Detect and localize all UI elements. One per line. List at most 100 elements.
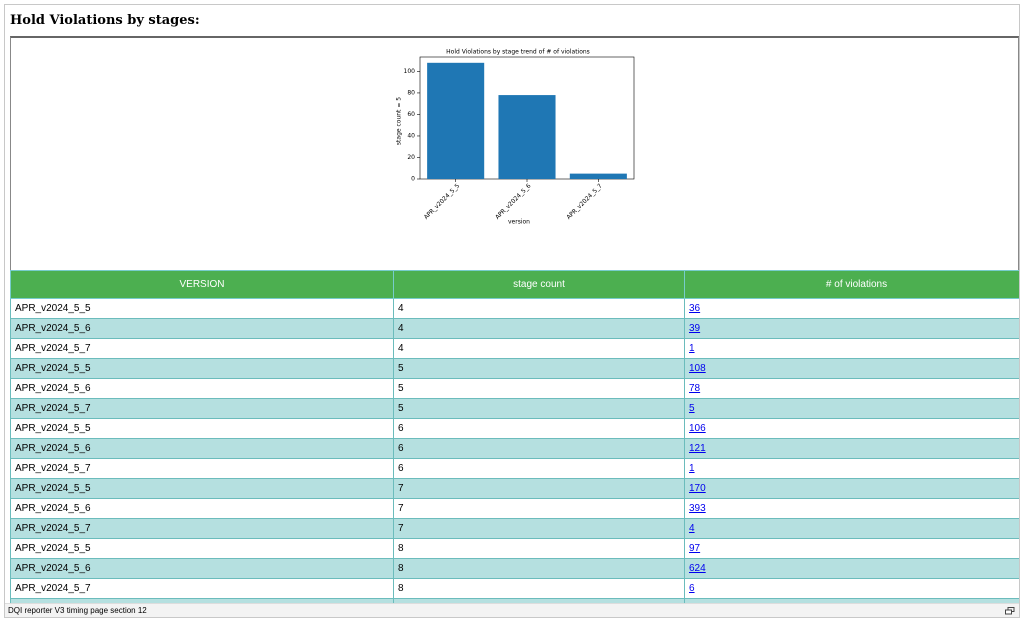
column-header: VERSION	[10, 270, 394, 299]
table-cell: 97	[684, 538, 1019, 559]
table-cell: 106	[684, 418, 1019, 439]
chart-title: Hold Violations by stage trend of # of v…	[446, 49, 590, 56]
table: VERSION stage count # of violations APR_v20…	[10, 270, 1019, 603]
section-title: Hold Violations by stages:	[10, 13, 200, 28]
table-row: APR_v2024_5_7 8 6	[10, 578, 1019, 599]
table-cell: 1	[684, 338, 1019, 359]
violation-link[interactable]: 393	[689, 503, 706, 514]
violation-link[interactable]: 39	[689, 323, 701, 334]
violation-link[interactable]: 624	[689, 563, 706, 574]
table-cell: APR_v2024_5_5	[10, 418, 394, 439]
table-row: APR_v2024_5_6 8 624	[10, 558, 1019, 579]
table-cell: 78	[684, 378, 1019, 399]
y-tick-label: 40	[407, 132, 415, 139]
table-row: APR_v2024_5_7 6 1	[10, 458, 1019, 479]
column-header: # of violations	[684, 270, 1019, 299]
table-row: APR_v2024_5_6 5 78	[10, 378, 1019, 399]
table-row: APR_v2024_5_6 7 393	[10, 498, 1019, 519]
table-cell: 170	[684, 478, 1019, 499]
table-cell: APR_v2024_5_6	[10, 498, 394, 519]
y-tick-label: 20	[407, 154, 415, 161]
header-row: VERSION stage count # of violations	[10, 270, 1019, 299]
chart-box: Hold Violations by stage trend of # of v…	[10, 36, 1019, 272]
violation-link[interactable]: 97	[689, 543, 701, 554]
table-cell: 8	[393, 578, 685, 599]
bar	[498, 95, 556, 179]
table-row: APR_v2024_5_5 8 97	[10, 538, 1019, 559]
x-axis-label: version	[508, 219, 530, 226]
violation-link[interactable]: 108	[689, 363, 706, 374]
table-cell: APR_v2024_5_6	[10, 438, 394, 459]
table-row: APR_v2024_5_5 7 170	[10, 478, 1019, 499]
violation-link[interactable]: 1	[689, 463, 695, 474]
table-cell: 1	[684, 458, 1019, 479]
table-container: VERSION stage count # of violations APR_v20…	[10, 270, 1019, 603]
table-cell: 39	[684, 318, 1019, 339]
footer-text: DQI reporter V3 timing page section 12	[8, 606, 147, 615]
violation-link[interactable]: 6	[689, 583, 695, 594]
y-tick-label: 0	[411, 176, 415, 183]
violation-link[interactable]: 4	[689, 523, 695, 534]
table-row: APR_v2024_5_5 6 106	[10, 418, 1019, 439]
violation-link[interactable]: 106	[689, 423, 706, 434]
table-cell: APR_v2024_5_7	[10, 518, 394, 539]
table-cell: APR_v2024_5_5	[10, 478, 394, 499]
table-cell: APR_v2024_5_5	[10, 538, 394, 559]
table-row: APR_v2024_5_7 4 1	[10, 338, 1019, 359]
x-tick-label: APR_v2024_5_5	[423, 182, 462, 221]
table-cell: APR_v2024_5_7	[10, 458, 394, 479]
violation-link[interactable]: 5	[689, 403, 695, 414]
table-cell: 4	[393, 298, 685, 319]
violation-link[interactable]: 121	[689, 443, 706, 454]
table-cell: 6	[393, 458, 685, 479]
violation-link[interactable]: 78	[689, 383, 701, 394]
table-cell: APR_v2024_5_7	[10, 398, 394, 419]
table-cell: 6	[684, 578, 1019, 599]
table-cell: 119	[684, 598, 1019, 603]
table-cell: 8	[393, 558, 685, 579]
y-axis-label: stage count = 5	[396, 97, 403, 145]
bar	[569, 173, 627, 179]
table-cell: 4	[684, 518, 1019, 539]
table-cell: APR_v2024_5_6	[10, 558, 394, 579]
table-cell: APR_v2024_5_7	[10, 578, 394, 599]
table-cell: 121	[684, 438, 1019, 459]
table-cell: APR_v2024_5_6	[10, 378, 394, 399]
violation-link[interactable]: 36	[689, 303, 701, 314]
table-cell: 6	[393, 438, 685, 459]
table-row: APR_v2024_5_6 4 39	[10, 318, 1019, 339]
table-cell: 624	[684, 558, 1019, 579]
table-cell: 6	[393, 418, 685, 439]
table-cell: 5	[393, 358, 685, 379]
x-tick-label: APR_v2024_5_7	[565, 182, 604, 221]
table-cell: APR_v2024_5_6	[10, 318, 394, 339]
violation-link[interactable]: 1	[689, 343, 695, 354]
table-cell: 393	[684, 498, 1019, 519]
table-cell: 7	[393, 518, 685, 539]
table-cell: APR_v2024_5_5	[10, 298, 394, 319]
table-cell: 108	[684, 358, 1019, 379]
y-tick-label: 80	[407, 89, 415, 96]
table-row: APR_v2024_5_59119	[10, 598, 1019, 603]
table-row: APR_v2024_5_7 5 5	[10, 398, 1019, 419]
table-cell: 36	[684, 298, 1019, 319]
page: Hold Violations by stages: Hold Violatio…	[4, 4, 1020, 618]
violation-link[interactable]: 170	[689, 483, 706, 494]
table-cell: 5	[684, 398, 1019, 419]
table-cell: 7	[393, 498, 685, 519]
table-row: APR_v2024_5_7 7 4	[10, 518, 1019, 539]
x-tick-label: APR_v2024_5_6	[494, 182, 533, 221]
footer: DQI reporter V3 timing page section 12	[5, 603, 1019, 617]
table-cell: APR_v2024_5_5	[10, 358, 394, 379]
y-tick-label: 100	[404, 68, 416, 75]
table-cell: 5	[393, 398, 685, 419]
table-row: APR_v2024_5_5 4 36	[10, 298, 1019, 319]
table-cell: APR_v2024_5_7	[10, 338, 394, 359]
column-header: stage count	[393, 270, 685, 299]
table-cell: 5	[393, 378, 685, 399]
table-cell: 8	[393, 538, 685, 559]
y-tick-label: 60	[407, 111, 415, 118]
chart: Hold Violations by stage trend of # of v…	[396, 49, 635, 226]
popout-icon[interactable]	[1005, 607, 1015, 615]
bar	[427, 62, 485, 179]
